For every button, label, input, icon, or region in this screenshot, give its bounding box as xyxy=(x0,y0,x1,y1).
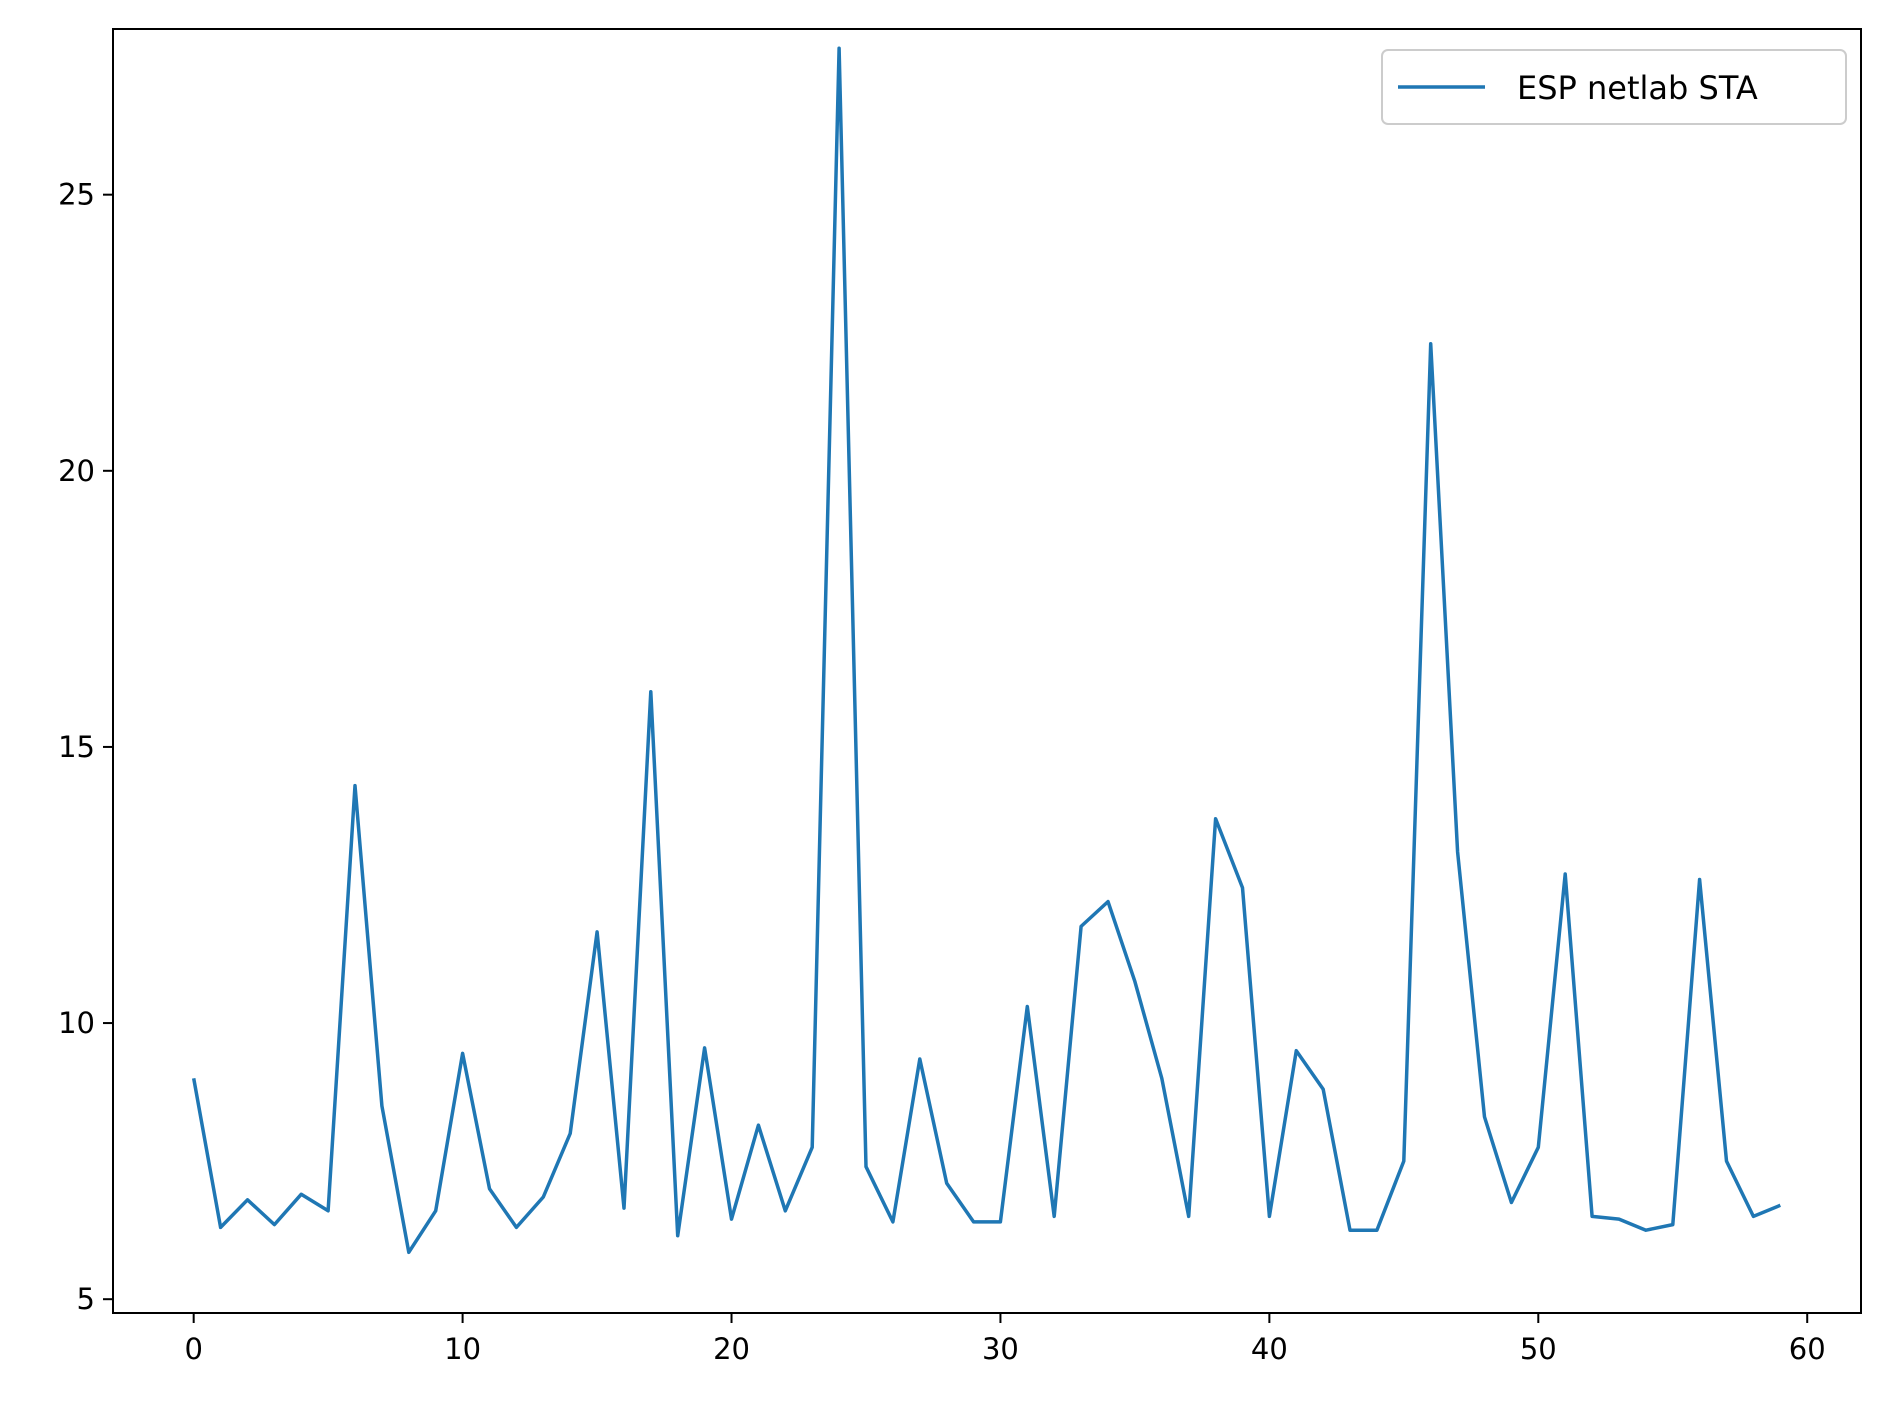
x-tick-label: 40 xyxy=(1251,1332,1288,1366)
x-tick-label: 10 xyxy=(444,1332,481,1366)
y-tick-label: 5 xyxy=(77,1282,95,1316)
legend-box xyxy=(1381,49,1847,125)
x-tick-label: 50 xyxy=(1520,1332,1557,1366)
plot-area xyxy=(112,28,1862,1314)
x-tick-label: 30 xyxy=(982,1332,1019,1366)
y-tick-label: 20 xyxy=(58,454,95,488)
x-tick-label: 20 xyxy=(713,1332,750,1366)
x-tick-label: 0 xyxy=(184,1332,202,1366)
y-tick-label: 25 xyxy=(58,178,95,212)
series-line-esp-netlab-sta xyxy=(191,46,1781,1255)
y-axis: 5 10 15 20 25 xyxy=(58,178,113,1316)
x-tick-label: 60 xyxy=(1789,1332,1826,1366)
legend: ESP netlab STA xyxy=(1381,49,1847,125)
y-tick-label: 10 xyxy=(58,1006,95,1040)
y-tick-label: 15 xyxy=(58,730,95,764)
x-axis: 0 10 20 30 40 50 60 xyxy=(184,1313,1826,1366)
legend-label: ESP netlab STA xyxy=(1517,69,1758,107)
